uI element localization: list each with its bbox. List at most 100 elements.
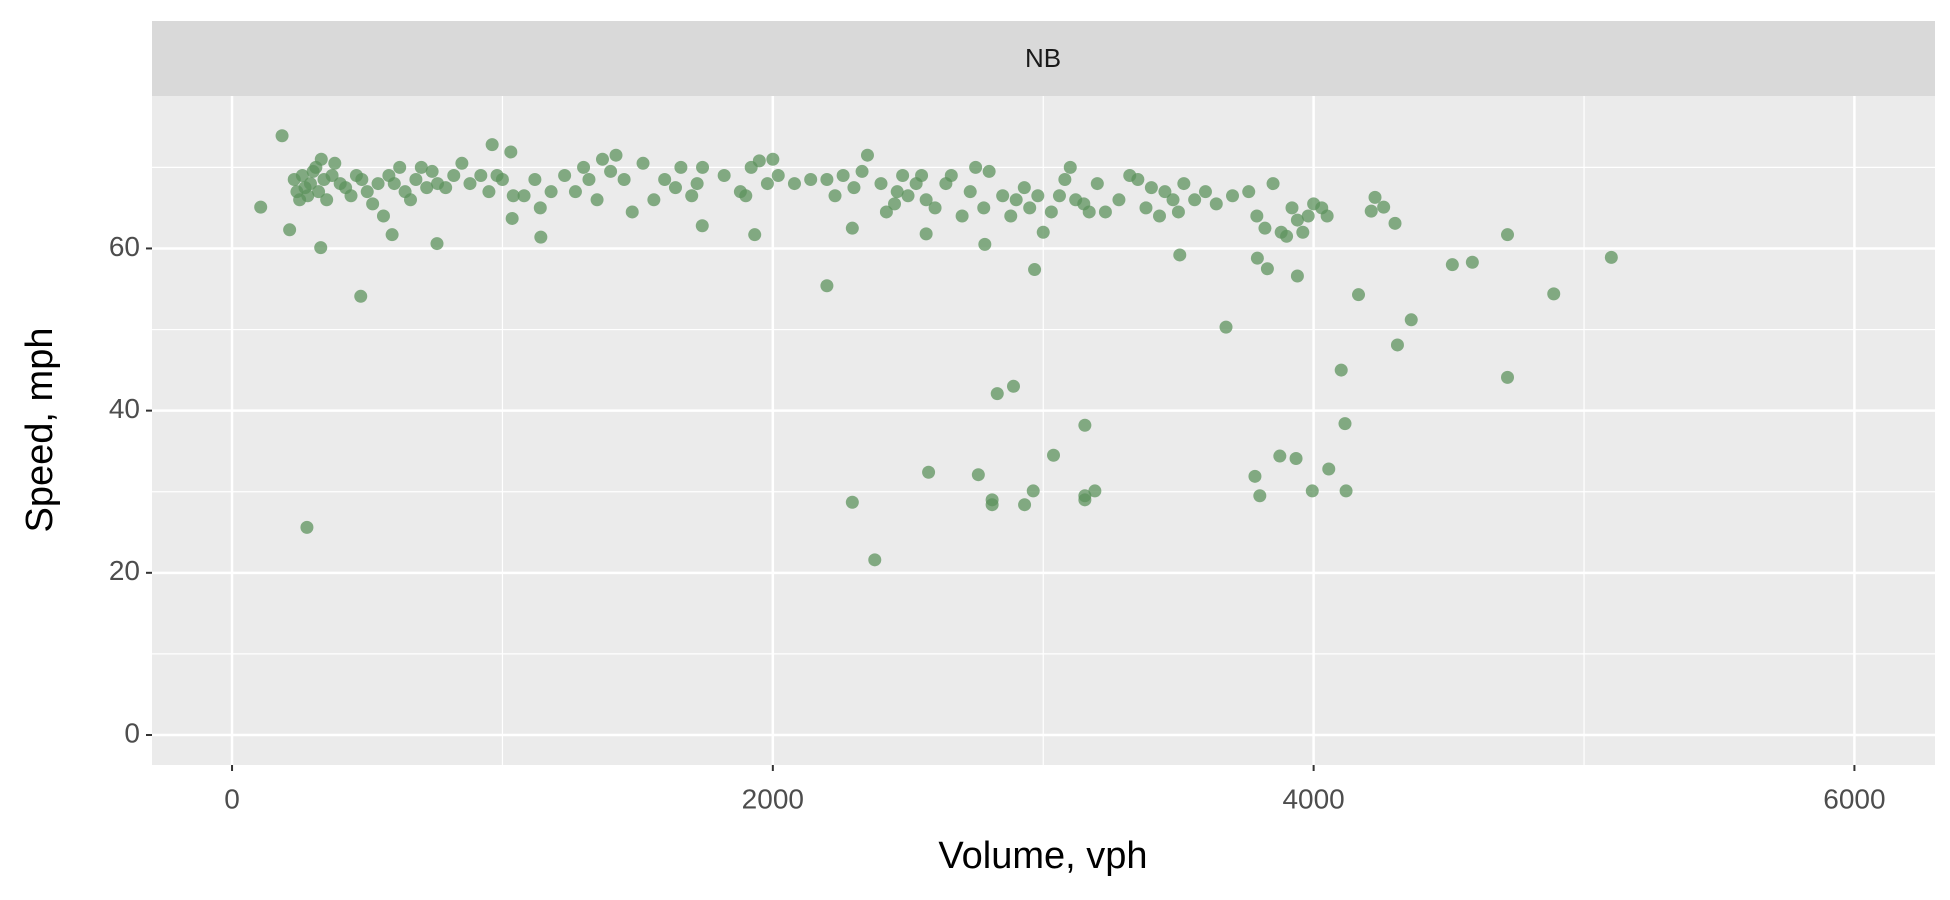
point: [1063, 160, 1077, 174]
y-tick-label: 20: [109, 555, 140, 586]
point: [320, 193, 334, 207]
point: [505, 211, 519, 225]
point: [1004, 209, 1018, 223]
point: [328, 156, 342, 170]
point: [1017, 181, 1031, 195]
point: [1177, 177, 1191, 191]
point: [1088, 484, 1102, 498]
point: [1465, 255, 1479, 269]
point: [568, 185, 582, 199]
x-axis-title: Volume, vph: [938, 835, 1147, 877]
point: [354, 289, 368, 303]
point: [1296, 225, 1310, 239]
point: [420, 181, 434, 195]
point: [1166, 193, 1180, 207]
point: [544, 185, 558, 199]
point: [1198, 185, 1212, 199]
point: [828, 189, 842, 203]
point: [1209, 197, 1223, 211]
point: [1445, 258, 1459, 272]
point: [928, 201, 942, 215]
point: [1098, 205, 1112, 219]
point: [919, 193, 933, 207]
point: [1171, 205, 1185, 219]
point: [314, 241, 328, 255]
point: [1078, 418, 1092, 432]
point: [609, 148, 623, 162]
point: [696, 160, 710, 174]
point: [1377, 200, 1391, 214]
y-tick-label: 40: [109, 393, 140, 424]
point: [495, 173, 509, 187]
point: [1036, 225, 1050, 239]
point: [690, 177, 704, 191]
point: [506, 189, 520, 203]
y-tick-label: 0: [124, 717, 140, 748]
point: [1253, 489, 1267, 503]
point: [647, 193, 661, 207]
point: [312, 185, 326, 199]
point: [996, 189, 1010, 203]
point: [325, 168, 339, 182]
point: [1273, 449, 1287, 463]
point: [787, 177, 801, 191]
point: [1052, 189, 1066, 203]
point: [387, 177, 401, 191]
point: [295, 168, 309, 182]
facet-strip: [152, 21, 1935, 96]
point: [760, 177, 774, 191]
point: [674, 160, 688, 174]
point: [1285, 201, 1299, 215]
point: [360, 185, 374, 199]
point: [695, 219, 709, 233]
point: [855, 164, 869, 178]
point: [1023, 201, 1037, 215]
point: [528, 173, 542, 187]
point: [804, 173, 818, 187]
point: [820, 173, 834, 187]
point: [1226, 189, 1240, 203]
point: [1044, 205, 1058, 219]
point: [582, 173, 596, 187]
point: [414, 160, 428, 174]
point: [344, 189, 358, 203]
point: [771, 168, 785, 182]
point: [482, 185, 496, 199]
point: [1112, 193, 1126, 207]
point: [1339, 484, 1353, 498]
point: [748, 228, 762, 242]
point: [1250, 251, 1264, 265]
point: [845, 495, 859, 509]
point: [879, 205, 893, 219]
point: [868, 553, 882, 567]
point: [985, 498, 999, 512]
point: [474, 168, 488, 182]
point: [874, 177, 888, 191]
point: [485, 138, 499, 152]
point: [1501, 228, 1515, 242]
point: [314, 152, 328, 166]
point: [888, 197, 902, 211]
point: [1305, 484, 1319, 498]
point: [1248, 469, 1262, 483]
point: [301, 189, 315, 203]
point: [1188, 193, 1202, 207]
point: [1031, 189, 1045, 203]
point: [1250, 209, 1264, 223]
point: [845, 221, 859, 235]
point: [1173, 248, 1187, 262]
point: [1301, 209, 1315, 223]
x-tick-label: 2000: [742, 783, 804, 814]
point: [558, 168, 572, 182]
point: [577, 160, 591, 174]
point: [1090, 177, 1104, 191]
point: [1078, 493, 1092, 507]
point: [955, 209, 969, 223]
point: [275, 129, 289, 143]
point: [403, 193, 417, 207]
point: [766, 152, 780, 166]
x-tick-label: 6000: [1823, 783, 1885, 814]
point: [409, 173, 423, 187]
y-axis-title: Speed, mph: [19, 328, 61, 533]
point: [685, 189, 699, 203]
